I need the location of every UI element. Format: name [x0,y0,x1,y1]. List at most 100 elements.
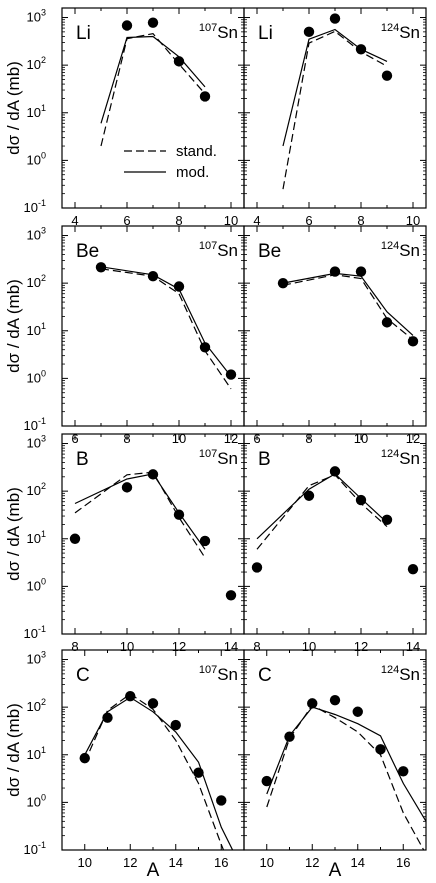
isotope-label: 107Sn [199,22,238,42]
y-tick-label: 101 [27,321,46,338]
y-tick-label: 101 [27,745,46,762]
x-tick-label: 8 [175,213,182,228]
x-tick-label: 8 [253,639,260,654]
legend: stand. mod. [124,143,217,181]
series-line-mod [84,696,234,850]
y-tick-label: 101 [27,103,46,120]
element-label: Li [258,23,273,44]
series-layer [100,266,232,390]
data-point [69,533,81,544]
data-point [375,744,386,755]
data-point [355,494,367,506]
y-tick-label: 102 [27,55,46,72]
y-tick-label: 102 [27,697,46,714]
data-point [95,262,107,273]
element-label: B [258,449,271,470]
series-layer [282,28,388,190]
y-axis-labels: dσ / dA (mb) dσ / dA (mb) dσ / dA (mb) dσ /… [4,61,23,797]
x-tick-label: 6 [123,213,130,228]
x-tick-label: 10 [406,213,420,228]
x-tick-label: 10 [224,213,238,228]
isotope-label: 124Sn [381,240,420,260]
panels-layer: 10-1 100 101 102 103 4 6 8 10 Li 107Sn 4 6 8 10 Li 124Sn… [24,7,427,870]
x-tick-label: 12 [172,639,186,654]
data-point [407,563,419,575]
element-label: Li [76,23,91,44]
data-point [329,694,341,706]
data-point [329,266,341,277]
y-tick-label: 102 [27,481,46,498]
panel-be-124: 681012Be124Sn [243,225,427,446]
series-line-mod [256,473,388,540]
data-point [303,490,315,501]
data-point [79,752,90,764]
panel-be-107: 10-1100101102103681012Be107Sn [24,225,245,446]
data-point [173,281,185,292]
data-point [398,766,409,777]
data-point [329,13,341,24]
y-axis-label: dσ / dA (mb) [4,279,23,373]
data-point [225,590,237,601]
isotope-label: 124Sn [381,448,420,468]
data-point [216,795,227,806]
x-tick-label: 16 [214,855,228,870]
data-point [147,270,159,282]
data-point [355,44,367,55]
legend-dashed-label: stand. [176,143,217,160]
data-point [121,482,133,493]
element-label: C [258,665,272,686]
panel-c-107: 10-1 100 101 102 103 10 12 14 16 C 107Sn [24,649,245,870]
isotope-label: 124Sn [381,22,420,42]
data-point [121,20,133,31]
x-tick-label: 14 [224,639,238,654]
y-tick-label: 103 [27,226,46,243]
data-point [147,469,159,480]
series-layer [282,272,414,341]
data-point [147,17,159,28]
data-point [261,775,272,787]
data-point [102,712,113,723]
series-line-stand [100,268,232,390]
y-tick-label: 100 [27,368,46,385]
y-tick-label: 100 [27,792,46,809]
x-tick-label: 16 [396,855,410,870]
x-tick-label: 10 [78,855,92,870]
data-point [225,369,237,380]
x-tick-label: 10 [302,639,316,654]
series-line-stand [84,693,225,850]
data-point [199,91,211,102]
data-point [199,535,211,547]
data-point [303,26,315,38]
isotope-label: 107Sn [199,240,238,260]
y-tick-label: 10-1 [24,198,46,215]
series-line-stand [256,474,388,550]
series-line-stand [100,32,206,147]
panel-b-124: 8 10 12 14 B 124Sn [243,433,427,654]
element-label: Be [76,241,99,262]
series-line-mod [100,35,206,124]
panel-li-107: 10-1 100 101 102 103 4 6 8 10 Li 107Sn [24,7,245,228]
series-layer [256,473,388,550]
x-tick-label: 14 [406,639,420,654]
data-point [381,70,393,81]
x-tick-label: 8 [71,639,78,654]
data-point [173,509,185,520]
x-tick-label: 14 [169,855,183,870]
data-point [381,514,393,526]
panel-li-124: 4 6 8 10 Li 124Sn [243,7,427,228]
isotope-label: 124Sn [381,664,420,684]
y-axis-label: dσ / dA (mb) [4,61,23,155]
y-tick-label: 100 [27,150,46,167]
x-tick-label: 12 [305,855,319,870]
isotope-label: 107Sn [199,664,238,684]
x-tick-label: 12 [123,855,137,870]
y-axis-label: dσ / dA (mb) [4,487,23,581]
series-line-stand [282,30,388,190]
x-tick-label: 10 [260,855,274,870]
data-point [199,342,211,353]
data-point [355,266,367,277]
x-tick-label: 6 [305,213,312,228]
data-point [147,698,159,709]
y-tick-label: 103 [27,8,46,25]
